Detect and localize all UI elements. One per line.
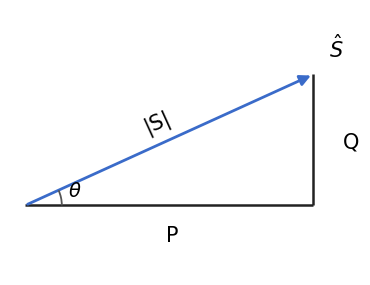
Text: |S|: |S| [140, 107, 174, 138]
Text: $\hat{S}$: $\hat{S}$ [329, 34, 344, 62]
Text: P: P [166, 226, 178, 246]
Text: $\theta$: $\theta$ [68, 182, 81, 201]
Text: Q: Q [343, 133, 359, 152]
